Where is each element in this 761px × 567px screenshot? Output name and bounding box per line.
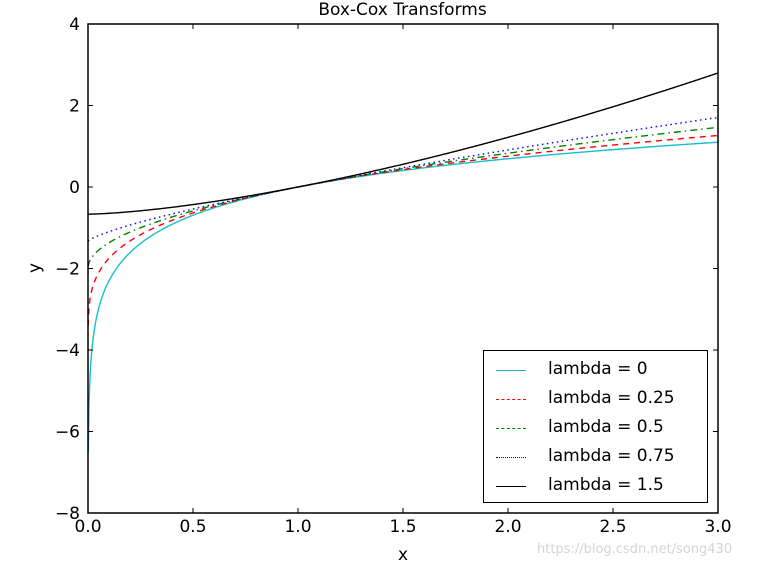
y-tick-label: −4: [55, 341, 80, 361]
legend-item: lambda = 0.25: [484, 385, 707, 414]
legend-label: lambda = 0.25: [548, 388, 675, 408]
y-tick-label: −2: [55, 260, 80, 280]
legend-line-swatch: [496, 457, 526, 458]
legend-label: lambda = 0.5: [548, 417, 664, 437]
series-line-0: [87, 141, 719, 452]
x-tick-label: 0.5: [179, 517, 206, 537]
plot-lines: [87, 72, 719, 452]
legend-line-swatch: [496, 370, 526, 371]
x-tick-label: 1.0: [284, 517, 311, 537]
legend-item: lambda = 0.5: [484, 414, 707, 443]
x-tick-label: 1.5: [389, 517, 416, 537]
axis-ticks: 0.0 0.5 1.0 1.5 2.0 2.5 3.0 −8 −6 −4 −2 0 2 4: [55, 15, 732, 537]
legend: lambda = 0 lambda = 0.25 lambda = 0.5 lambd…: [483, 350, 708, 503]
watermark: https://blog.csdn.net/song430: [537, 542, 733, 557]
legend-line-swatch: [496, 399, 526, 400]
chart-title-text: Box-Cox Transforms: [318, 0, 487, 20]
x-tick-label: 3.0: [704, 517, 731, 537]
legend-label: lambda = 1.5: [548, 475, 664, 495]
x-axis-label: x: [398, 545, 408, 565]
legend-line-swatch: [496, 486, 526, 487]
x-tick-label: 2.5: [599, 517, 626, 537]
x-tick-label: 0.0: [74, 517, 101, 537]
series-line-4: [87, 72, 719, 215]
x-tick-label: 2.0: [494, 517, 521, 537]
legend-label: lambda = 0.75: [548, 446, 675, 466]
y-tick-label: −8: [55, 504, 80, 524]
y-axis-label: y: [25, 263, 45, 273]
y-tick-label: 0: [69, 178, 80, 198]
y-tick-label: 4: [69, 15, 80, 35]
y-tick-label: 2: [69, 97, 80, 117]
legend-item: lambda = 0.75: [484, 443, 707, 472]
series-line-1: [87, 134, 719, 326]
series-line-3: [87, 116, 719, 242]
legend-label: lambda = 0: [548, 359, 648, 379]
legend-line-swatch: [496, 428, 526, 429]
legend-item: lambda = 1.5: [484, 472, 707, 501]
series-line-2: [87, 126, 719, 267]
chart-title: Box-Cox Transforms: [0, 0, 761, 20]
y-tick-label: −6: [55, 423, 80, 443]
legend-item: lambda = 0: [484, 356, 707, 385]
